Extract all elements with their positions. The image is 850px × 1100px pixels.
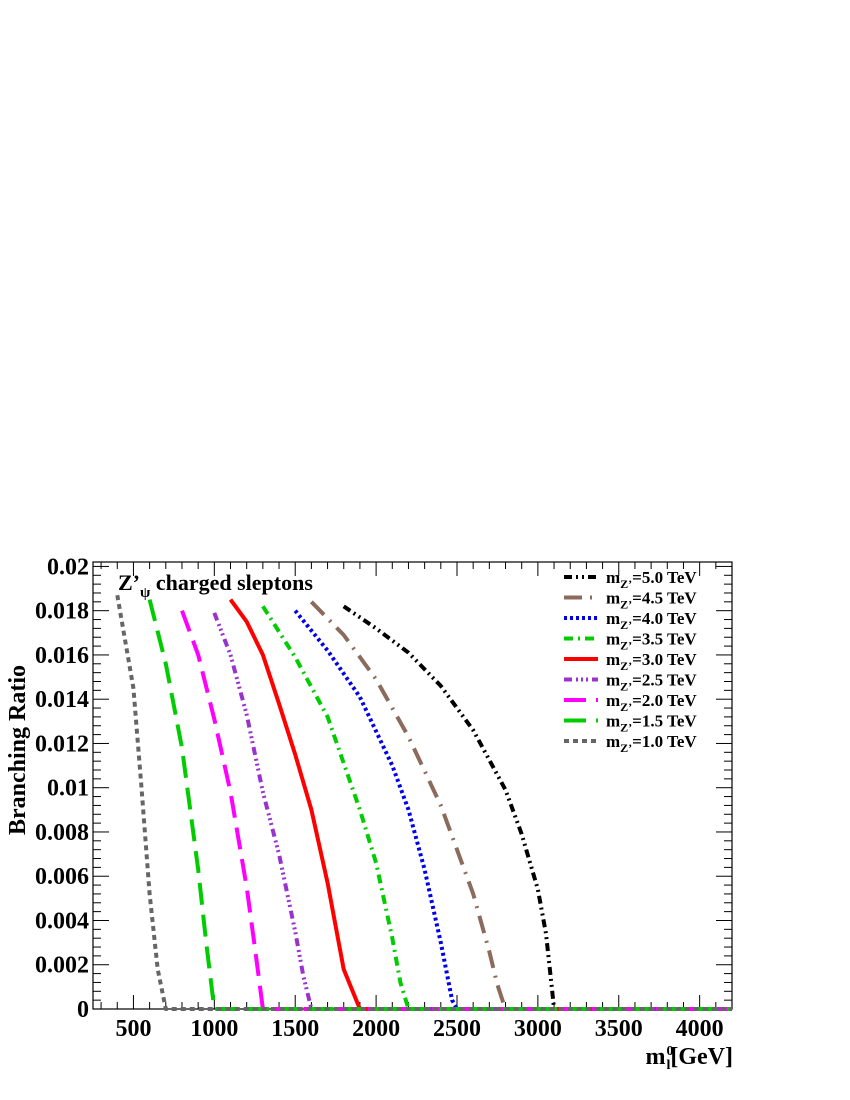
y-tick-label: 0.016 <box>35 643 89 669</box>
legend-label: mZ’=2.5 TeV <box>606 671 697 694</box>
x-tick-label: 1500 <box>271 1016 319 1042</box>
y-tick-labels: 0 0.002 0.004 0.006 0.008 0.01 0.012 0.014 0.016… <box>35 554 89 1023</box>
series-line <box>293 609 732 1011</box>
x-tick-label: 4000 <box>676 1016 724 1042</box>
series-line <box>180 610 732 1011</box>
legend-label: mZ’=3.5 TeV <box>606 630 697 653</box>
y-tick-label: 0.012 <box>35 731 89 757</box>
legend-label: mZ’=4.0 TeV <box>606 609 697 632</box>
x-tick-label: 2000 <box>352 1016 400 1042</box>
x-tick-labels: 500 1000 1500 2000 2500 3000 3500 4000 <box>115 1016 723 1042</box>
y-tick-label: 0 <box>77 997 89 1023</box>
series-line <box>147 599 732 1011</box>
series-line <box>342 604 732 1011</box>
series-line <box>309 600 732 1011</box>
legend-label: mZ’=4.5 TeV <box>606 589 697 612</box>
x-tick-label: 3500 <box>595 1016 643 1042</box>
x-tick-label: 3000 <box>514 1016 562 1042</box>
y-tick-label: 0.018 <box>35 599 89 625</box>
series-line <box>261 605 732 1011</box>
legend-label: mZ’=2.0 TeV <box>606 691 697 714</box>
x-tick-label: 1000 <box>190 1016 238 1042</box>
series-lines <box>115 594 732 1011</box>
chart-annotation: Z’ψ charged sleptons <box>118 570 313 601</box>
series-line <box>228 598 732 1011</box>
x-tick-label: 500 <box>115 1016 151 1042</box>
series-line <box>115 594 732 1011</box>
y-axis-label: Branching Ratio <box>5 665 31 835</box>
y-tick-label: 0.014 <box>35 687 89 713</box>
x-tick-label: 2500 <box>433 1016 481 1042</box>
y-tick-label: 0.004 <box>35 908 89 934</box>
y-tick-label: 0.006 <box>35 864 89 890</box>
y-tick-label: 0.002 <box>35 953 89 979</box>
legend-label: mZ’=1.0 TeV <box>606 732 697 755</box>
legend-label: mZ’=1.5 TeV <box>606 712 697 735</box>
axis-ticks <box>93 562 732 1010</box>
legend-label: mZ’=5.0 TeV <box>606 568 697 591</box>
y-tick-label: 0.008 <box>35 820 89 846</box>
y-tick-label: 0.01 <box>47 776 89 802</box>
x-axis-label: m0 l[GeV] <box>645 1044 733 1073</box>
series-line <box>212 612 732 1011</box>
y-tick-label: 0.02 <box>47 554 89 580</box>
legend-label: mZ’=3.0 TeV <box>606 650 697 673</box>
